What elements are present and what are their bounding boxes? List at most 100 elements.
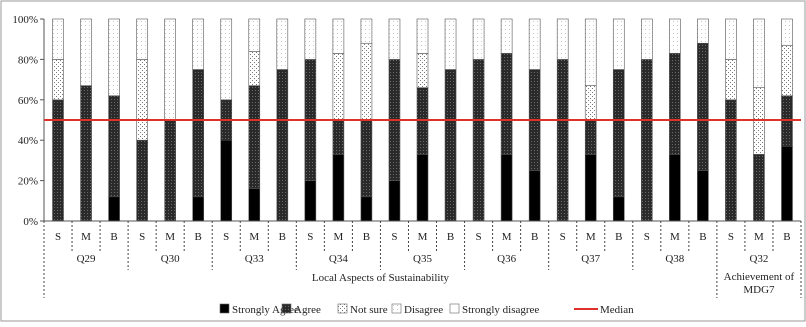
- bar-segment-strongly-agree: [500, 154, 513, 222]
- bar-segment-agree: [164, 119, 176, 222]
- x-category-label: M: [165, 231, 175, 243]
- legend-label: Not sure: [350, 304, 388, 316]
- x-group-label: Q38: [665, 253, 684, 265]
- bar-segment-agree: [781, 95, 793, 147]
- x-category-label: S: [391, 231, 397, 243]
- x-category-label: M: [586, 231, 596, 243]
- bar-segment-disagree: [332, 18, 345, 54]
- bar-segment-not-sure: [248, 51, 261, 86]
- x-category-label: S: [644, 231, 650, 243]
- x-group-label: Q35: [413, 253, 432, 265]
- bar-segment-disagree: [584, 18, 597, 86]
- y-tick-label: 20%: [18, 176, 38, 188]
- bar-segment-agree: [697, 42, 709, 171]
- bar-segment-strongly-agree: [332, 154, 345, 222]
- bar-segment-disagree: [164, 18, 176, 121]
- bar-segment-strongly-agree: [248, 188, 261, 222]
- bar-segment-not-sure: [781, 44, 793, 97]
- x-category-label: S: [728, 231, 734, 243]
- x-group-label: Q32: [749, 253, 768, 265]
- bar-segment-strongly-agree: [388, 180, 401, 222]
- bar-segment-strongly-agree: [416, 154, 429, 222]
- legend-swatch: [391, 303, 402, 314]
- legend-swatch: [219, 303, 230, 314]
- bar-segment-strongly-agree: [192, 196, 205, 222]
- x-category-label: B: [615, 231, 622, 243]
- bar-segment-agree: [416, 87, 429, 155]
- bar-segment-strongly-agree: [108, 196, 120, 222]
- legend-swatch: [281, 303, 292, 314]
- bar-segment-not-sure: [332, 53, 345, 121]
- y-tick-label: 80%: [18, 54, 38, 66]
- x-group-label: Q30: [161, 253, 180, 265]
- bar-segment-not-sure: [52, 59, 64, 101]
- bar-segment-agree: [612, 69, 625, 198]
- bar-segment-agree: [332, 119, 345, 155]
- bar-segment-disagree: [248, 18, 261, 52]
- x-category-label: S: [476, 231, 482, 243]
- legend-label: Strongly disagree: [462, 304, 539, 316]
- stacked-bar: [781, 18, 793, 222]
- bar-segment-disagree: [556, 18, 569, 60]
- bar-segment-disagree: [136, 18, 148, 60]
- x-category-label: M: [333, 231, 343, 243]
- bar-segment-not-sure: [360, 42, 373, 121]
- stacked-bar: [360, 18, 373, 222]
- bar-segment-agree: [192, 69, 205, 198]
- bar-segment-strongly-agree: [781, 145, 793, 222]
- x-group-label: Q33: [245, 253, 264, 265]
- bar-segment-agree: [725, 99, 737, 222]
- bar-segment-agree: [500, 53, 513, 155]
- bar-segment-disagree: [80, 18, 92, 86]
- bar-segment-not-sure: [584, 85, 597, 121]
- x-supergroup-label: Achievement of: [724, 271, 795, 283]
- bar-segment-disagree: [528, 18, 541, 70]
- bar-segment-disagree: [276, 18, 289, 70]
- x-category-label: B: [783, 231, 790, 243]
- bar-segment-strongly-agree: [220, 139, 233, 222]
- bar-segment-agree: [472, 59, 485, 222]
- bar-segment-disagree: [753, 18, 765, 88]
- bar-segment-strongly-agree: [612, 196, 625, 222]
- bar-segment-not-sure: [725, 59, 737, 101]
- x-category-label: M: [418, 231, 428, 243]
- bar-segment-disagree: [108, 18, 120, 97]
- bar-segment-agree: [80, 85, 92, 222]
- legend-label: Disagree: [404, 304, 443, 316]
- bar-segment-disagree: [781, 18, 793, 46]
- x-axis: S M B Q29 S M B Q30 S M B Q33 S M B Q34 S M B Q35 S M B Q36 S M B Q…: [43, 220, 802, 298]
- bar-segment-agree: [669, 53, 681, 155]
- x-supergroup-label: Local Aspects of Sustainability: [312, 272, 450, 284]
- bar-segment-disagree: [612, 18, 625, 70]
- bar-segment-disagree: [500, 18, 513, 54]
- bar-segment-agree: [640, 59, 653, 222]
- bar-segment-strongly-agree: [669, 154, 681, 222]
- bar-segment-disagree: [725, 18, 737, 60]
- stacked-bar: [192, 18, 205, 222]
- x-category-label: S: [560, 231, 566, 243]
- x-category-label: S: [139, 231, 145, 243]
- bar-segment-strongly-agree: [584, 154, 597, 222]
- bar-segment-agree: [108, 95, 120, 198]
- bar-segment-agree: [584, 119, 597, 155]
- bar-segment-not-sure: [753, 87, 765, 155]
- x-group-label: Q36: [497, 253, 516, 265]
- x-category-label: B: [195, 231, 202, 243]
- x-category-label: M: [754, 231, 764, 243]
- bar-segment-agree: [276, 69, 289, 222]
- bar-segment-agree: [556, 59, 569, 222]
- bar-segment-disagree: [304, 18, 317, 60]
- x-category-label: M: [249, 231, 259, 243]
- bar-segment-strongly-agree: [304, 180, 317, 222]
- bar-segment-disagree: [388, 18, 401, 60]
- bar-segment-disagree: [52, 18, 64, 60]
- bar-segment-not-sure: [136, 59, 148, 141]
- x-category-label: S: [307, 231, 313, 243]
- bar-segment-not-sure: [416, 53, 429, 88]
- y-tick-label: 0%: [23, 216, 38, 228]
- bar-segment-agree: [136, 139, 148, 222]
- stacked-bar: [669, 18, 681, 222]
